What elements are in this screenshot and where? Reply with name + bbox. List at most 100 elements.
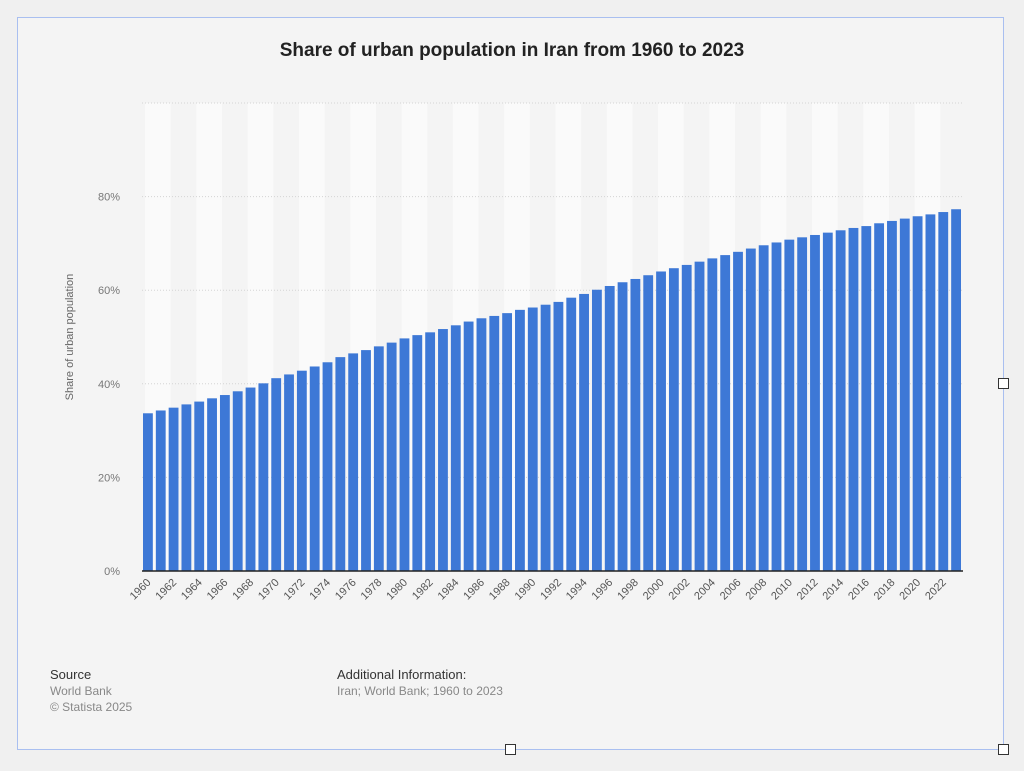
- bar-2004: [707, 258, 718, 571]
- source-value: World Bank: [50, 684, 112, 698]
- bar-2014: [835, 230, 846, 571]
- x-tick-label: 2006: [718, 577, 744, 603]
- x-tick-label: 2020: [897, 577, 923, 603]
- bar-2016: [861, 226, 872, 572]
- bar-1978: [373, 346, 384, 571]
- bar-1996: [604, 285, 615, 571]
- bar-2010: [784, 239, 795, 571]
- bar-2006: [733, 251, 743, 571]
- x-tick-label: 1972: [282, 577, 308, 603]
- x-tick-label: 1962: [153, 577, 179, 603]
- bar-2021: [925, 214, 936, 571]
- resize-handle-corner[interactable]: [998, 744, 1009, 755]
- bar-2002: [681, 264, 692, 571]
- additional-info-label: Additional Information:: [337, 667, 467, 682]
- bar-1973: [309, 366, 320, 571]
- bar-1980: [399, 338, 410, 571]
- x-tick-label: 1996: [590, 577, 616, 603]
- bar-1987: [489, 315, 500, 571]
- bar-2011: [797, 237, 808, 572]
- bar-2018: [887, 220, 897, 571]
- bar-1985: [463, 321, 474, 571]
- additional-info-block: Additional Information: Iran; World Bank…: [337, 667, 503, 699]
- y-tick-label: 80%: [98, 192, 120, 204]
- bar-2005: [720, 255, 731, 571]
- bar-1967: [232, 391, 243, 571]
- x-tick-label: 1990: [513, 577, 539, 603]
- bar-2000: [656, 271, 666, 571]
- bar-1986: [476, 318, 487, 571]
- bar-1975: [335, 357, 346, 571]
- x-tick-label: 2008: [743, 577, 769, 603]
- bar-1981: [412, 335, 423, 571]
- x-tick-label: 1978: [359, 577, 385, 603]
- x-tick-label: 1986: [461, 577, 487, 603]
- x-tick-label: 1974: [307, 577, 333, 603]
- bar-1995: [591, 289, 602, 571]
- x-tick-label: 1998: [615, 577, 641, 603]
- bar-2019: [899, 218, 910, 571]
- y-tick-label: 20%: [98, 472, 120, 484]
- x-tick-label: 2014: [820, 577, 846, 603]
- x-tick-label: 2012: [795, 577, 821, 603]
- bar-1971: [284, 374, 294, 571]
- y-tick-label: 40%: [98, 379, 120, 391]
- x-tick-label: 1968: [230, 577, 256, 603]
- x-tick-label: 2018: [872, 577, 898, 603]
- x-tick-label: 2022: [923, 577, 949, 603]
- x-tick-label: 1960: [128, 577, 154, 603]
- bar-1963: [181, 404, 192, 571]
- bar-1979: [386, 342, 397, 571]
- source-label: Source: [50, 667, 92, 682]
- bar-1993: [566, 297, 577, 571]
- bar-1998: [630, 278, 641, 571]
- bar-1990: [527, 307, 538, 571]
- bar-2015: [848, 227, 859, 571]
- bar-1992: [553, 301, 564, 571]
- x-tick-label: 1992: [538, 577, 564, 603]
- bar-1968: [245, 387, 256, 571]
- chart-title: Share of urban population in Iran from 1…: [279, 40, 745, 61]
- bar-2007: [745, 248, 756, 571]
- bar-1972: [296, 370, 307, 571]
- bar-1988: [502, 313, 513, 571]
- x-tick-label: 1994: [564, 577, 590, 603]
- x-tick-label: 2010: [769, 577, 795, 603]
- bar-1991: [540, 304, 551, 571]
- x-tick-label: 1982: [410, 577, 436, 603]
- bar-1999: [643, 275, 654, 571]
- bar-2017: [874, 223, 885, 571]
- bar-1982: [425, 332, 436, 571]
- bar-1997: [617, 282, 628, 571]
- x-tick-label: 2004: [692, 577, 718, 603]
- source-block: Source World Bank © Statista 2025: [50, 667, 132, 715]
- bar-1962: [168, 407, 179, 571]
- bar-2001: [668, 268, 679, 571]
- bar-1989: [515, 309, 525, 571]
- y-tick-label: 0%: [104, 566, 120, 578]
- bar-2023: [951, 209, 961, 571]
- x-tick-label: 1970: [256, 577, 282, 603]
- bar-1977: [361, 350, 371, 571]
- copyright: © Statista 2025: [50, 700, 133, 714]
- bar-1984: [450, 325, 461, 571]
- bar-2003: [694, 261, 705, 571]
- bar-1970: [271, 378, 282, 571]
- bar-2008: [758, 245, 769, 571]
- y-axis-label: Share of urban population: [64, 274, 76, 401]
- x-tick-label: 2000: [641, 577, 667, 603]
- bar-1983: [438, 329, 448, 571]
- x-tick-label: 1964: [179, 577, 205, 603]
- bar-1994: [579, 293, 589, 571]
- resize-handle-right[interactable]: [998, 378, 1009, 389]
- x-tick-label: 2002: [667, 577, 693, 603]
- bar-2012: [810, 234, 820, 571]
- resize-handle-bottom[interactable]: [505, 744, 516, 755]
- x-tick-label: 1984: [436, 577, 462, 603]
- bar-1964: [194, 401, 205, 571]
- bar-1960: [143, 413, 153, 571]
- bar-2009: [771, 242, 782, 572]
- x-tick-label: 1988: [487, 577, 513, 603]
- bar-1961: [155, 410, 166, 571]
